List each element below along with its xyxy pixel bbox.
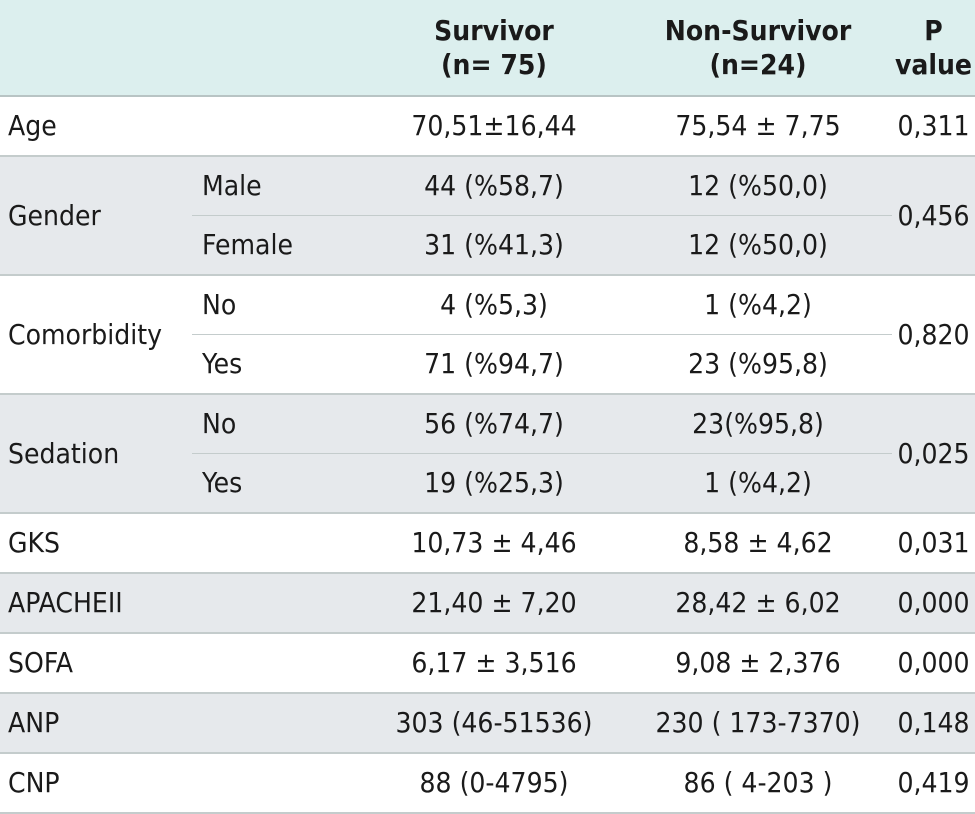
table-row-comorbidity-yes: Yes 71 (%94,7) 23 (%95,8) — [0, 334, 975, 394]
non-survivor-value: 23 (%95,8) — [624, 334, 892, 394]
non-survivor-value: 86 ( 4-203 ) — [624, 752, 892, 814]
sub-label: Female — [192, 215, 364, 275]
table-row-sedation-yes: Yes 19 (%25,3) 1 (%4,2) — [0, 453, 975, 513]
survivor-value: 303 (46-51536) — [364, 692, 624, 753]
p-value: 0,000 — [892, 572, 975, 633]
row-label: GKS — [0, 512, 364, 573]
table-row-apacheii: APACHEII 21,40 ± 7,20 28,42 ± 6,02 0,000 — [0, 572, 975, 633]
survivor-value: 19 (%25,3) — [364, 453, 624, 513]
row-label: APACHEII — [0, 572, 364, 633]
non-survivor-value: 23(%95,8) — [624, 393, 892, 454]
survivor-value: 71 (%94,7) — [364, 334, 624, 394]
p-value: 0,419 — [892, 752, 975, 814]
p-value: 0,148 — [892, 692, 975, 753]
survivor-value: 6,17 ± 3,516 — [364, 632, 624, 693]
non-survivor-value: 9,08 ± 2,376 — [624, 632, 892, 693]
survivor-value: 88 (0-4795) — [364, 752, 624, 814]
table-row-sedation-no: Sedation No 56 (%74,7) 23(%95,8) 0,025 — [0, 393, 975, 513]
row-label: Comorbidity — [0, 274, 192, 394]
non-survivor-value: 28,42 ± 6,02 — [624, 572, 892, 633]
row-label: Sedation — [0, 393, 192, 513]
row-label: ANP — [0, 692, 364, 753]
p-value: 0,000 — [892, 632, 975, 693]
table-row-gender-female: Female 31 (%41,3) 12 (%50,0) — [0, 215, 975, 275]
header-survivor: Survivor (n= 75) — [364, 0, 624, 97]
p-value: 0,031 — [892, 512, 975, 573]
survivor-value: 44 (%58,7) — [364, 155, 624, 216]
p-value: 0,311 — [892, 95, 975, 156]
p-value: 0,456 — [892, 155, 975, 275]
non-survivor-value: 75,54 ± 7,75 — [624, 95, 892, 156]
header-row: Survivor (n= 75) Non-Survivor (n=24) P v… — [0, 0, 975, 97]
survivor-value: 10,73 ± 4,46 — [364, 512, 624, 573]
survivor-value: 21,40 ± 7,20 — [364, 572, 624, 633]
non-survivor-value: 8,58 ± 4,62 — [624, 512, 892, 573]
header-blank-2 — [192, 0, 364, 97]
row-label: SOFA — [0, 632, 364, 693]
survivor-value: 56 (%74,7) — [364, 393, 624, 454]
non-survivor-value: 12 (%50,0) — [624, 155, 892, 216]
row-label: Age — [0, 95, 364, 156]
sub-label: No — [192, 274, 364, 335]
p-value: 0,820 — [892, 274, 975, 394]
non-survivor-value: 1 (%4,2) — [624, 274, 892, 335]
table-row-gks: GKS 10,73 ± 4,46 8,58 ± 4,62 0,031 — [0, 512, 975, 573]
survivor-value: 70,51±16,44 — [364, 95, 624, 156]
table-row-comorbidity-no: Comorbidity No 4 (%5,3) 1 (%4,2) 0,820 — [0, 274, 975, 394]
sub-label: Yes — [192, 453, 364, 513]
survivor-value: 4 (%5,3) — [364, 274, 624, 335]
non-survivor-value: 230 ( 173-7370) — [624, 692, 892, 753]
sub-label: No — [192, 393, 364, 454]
header-non-survivor: Non-Survivor (n=24) — [624, 0, 892, 97]
row-label: CNP — [0, 752, 364, 814]
table-row-sofa: SOFA 6,17 ± 3,516 9,08 ± 2,376 0,000 — [0, 632, 975, 693]
table-row-cnp: CNP 88 (0-4795) 86 ( 4-203 ) 0,419 — [0, 752, 975, 814]
p-value: 0,025 — [892, 393, 975, 513]
table-row-gender-male: Gender Male 44 (%58,7) 12 (%50,0) 0,456 — [0, 155, 975, 275]
header-blank — [0, 0, 192, 97]
sub-label: Yes — [192, 334, 364, 394]
table-row-anp: ANP 303 (46-51536) 230 ( 173-7370) 0,148 — [0, 692, 975, 753]
survivor-value: 31 (%41,3) — [364, 215, 624, 275]
table-row-age: Age 70,51±16,44 75,54 ± 7,75 0,311 — [0, 95, 975, 156]
non-survivor-value: 1 (%4,2) — [624, 453, 892, 513]
header-p-value: P value — [892, 0, 975, 97]
row-label: Gender — [0, 155, 192, 275]
sub-label: Male — [192, 155, 364, 216]
non-survivor-value: 12 (%50,0) — [624, 215, 892, 275]
